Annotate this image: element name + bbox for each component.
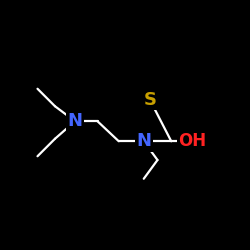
- Text: S: S: [144, 91, 156, 109]
- Text: N: N: [136, 132, 151, 150]
- Text: OH: OH: [178, 132, 206, 150]
- Text: N: N: [68, 112, 82, 130]
